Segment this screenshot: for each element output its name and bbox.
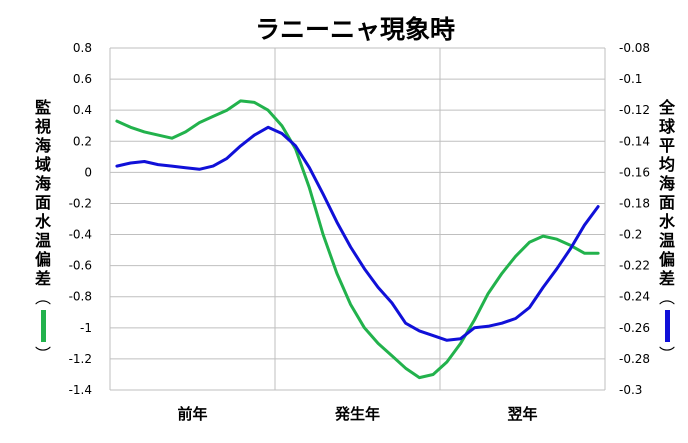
grid — [109, 47, 606, 391]
category-label: 発生年 — [334, 405, 380, 423]
right-tick-label: -0.16 — [619, 165, 650, 179]
category-label: 前年 — [177, 405, 207, 423]
right-tick-label: -0.18 — [619, 196, 650, 210]
left-tick-label: 0.6 — [73, 72, 92, 86]
right-tick-label: -0.08 — [619, 41, 650, 55]
right-tick-label: -0.12 — [619, 103, 650, 117]
right-tick-label: -0.3 — [619, 383, 642, 397]
left-tick-label: -0.2 — [69, 196, 92, 210]
monitor-sst-anomaly-line — [115, 99, 600, 380]
right-axis-label: 全球平均海面水温偏差 ︵ ︶ — [656, 98, 678, 364]
right-tick-label: -0.26 — [619, 321, 650, 335]
right-tick-label: -0.14 — [619, 134, 650, 148]
left-tick-label: -1.2 — [69, 352, 92, 366]
right-tick-label: -0.24 — [619, 290, 650, 304]
chart-title: ラニーニャ現象時 — [255, 15, 455, 44]
category-labels: 前年 発生年 翌年 — [177, 405, 537, 423]
right-axis-label-text: 全球平均海面水温偏差 — [658, 98, 675, 288]
category-label: 翌年 — [507, 405, 537, 423]
left-tick-label: -0.8 — [69, 290, 92, 304]
left-tick-label: 0.2 — [73, 134, 92, 148]
right-axis-paren-close: ︶ — [658, 345, 675, 364]
series-lines — [115, 99, 600, 380]
left-tick-label: 0.4 — [73, 103, 92, 117]
left-axis-label-text: 監視海域海面水温偏差 — [34, 98, 51, 288]
global-sst-anomaly-line — [115, 125, 600, 342]
monitor-series-swatch — [40, 310, 46, 342]
left-axis-paren-open: ︵ — [34, 288, 51, 307]
right-axis-ticks: -0.08 -0.1 -0.12 -0.14 -0.16 -0.18 -0.2 -0.22 -0… — [619, 41, 650, 397]
left-tick-label: 0 — [84, 165, 92, 179]
left-axis-paren-close: ︶ — [34, 345, 51, 364]
right-tick-label: -0.1 — [619, 72, 642, 86]
right-tick-label: -0.22 — [619, 259, 650, 273]
right-tick-label: -0.28 — [619, 352, 650, 366]
left-axis-label: 監視海域海面水温偏差 ︵ ︶ — [32, 98, 54, 364]
left-tick-label: -1.4 — [69, 383, 92, 397]
left-tick-label: -0.4 — [69, 228, 92, 242]
left-tick-label: 0.8 — [73, 41, 92, 55]
right-axis-paren-open: ︵ — [658, 288, 675, 307]
left-tick-label: -0.6 — [69, 259, 92, 273]
right-tick-label: -0.2 — [619, 228, 642, 242]
left-tick-label: -1 — [80, 321, 92, 335]
left-axis-ticks: 0.8 0.6 0.4 0.2 0 -0.2 -0.4 -0.6 -0.8 -1 -1.2 -1.4 — [69, 41, 92, 397]
global-series-swatch — [664, 310, 670, 342]
